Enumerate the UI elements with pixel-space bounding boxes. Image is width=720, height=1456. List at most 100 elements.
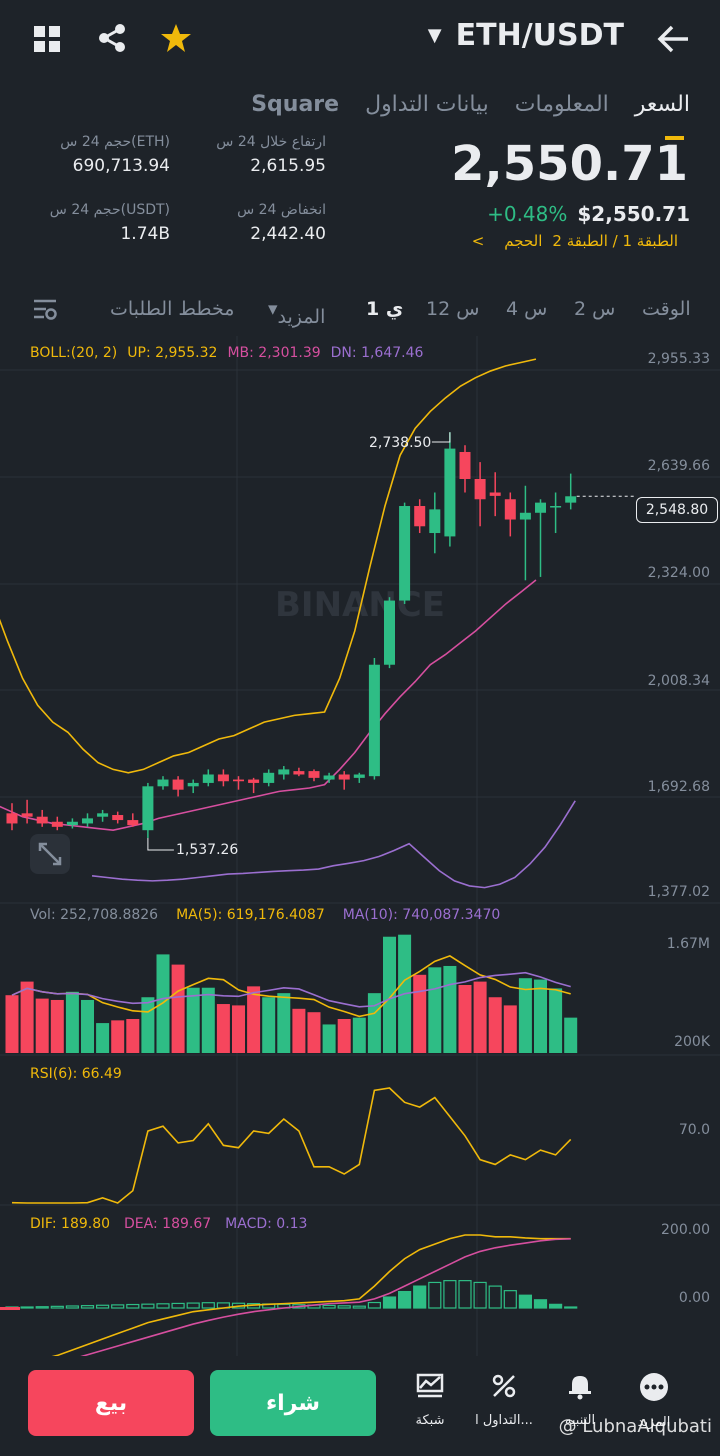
stat-vol-usdt-label: حجم 24 س(USDT) — [49, 202, 170, 218]
price-axis-1: 2,639.66 — [647, 458, 710, 474]
depth-chart-tab[interactable]: مخطط الطلبات — [110, 298, 235, 320]
stat-vol-eth-value: 690,713.94 — [72, 156, 170, 176]
candle-body-1 — [21, 813, 33, 817]
volume-bar-18 — [277, 993, 291, 1053]
boll-mb: MB: 2,301.39 — [227, 345, 321, 361]
candle-body-22 — [338, 774, 350, 780]
stat-high-label: ارتفاع خلال 24 س — [216, 134, 326, 150]
volume-bar-27 — [413, 974, 427, 1053]
volume-bar-37 — [564, 1017, 578, 1053]
tab-price[interactable]: السعر — [634, 92, 690, 140]
more-dropdown[interactable]: ▾ المزيد — [268, 298, 326, 328]
macd-bar-11 — [171, 1302, 185, 1309]
tab-info[interactable]: المعلومات — [514, 92, 609, 117]
back-arrow-icon[interactable] — [656, 24, 690, 54]
volume-bar-14 — [216, 1004, 230, 1053]
volume-bar-20 — [307, 1012, 321, 1053]
macd-bar-33 — [503, 1290, 517, 1309]
volume-ma5-line — [11, 955, 571, 1018]
chevron-left-icon: < — [471, 232, 485, 250]
candle-body-30 — [459, 451, 471, 479]
tab-square[interactable]: Square — [251, 92, 340, 117]
timeframe-4h[interactable]: 4 س — [506, 298, 548, 320]
candle-body-32 — [489, 492, 501, 496]
macd-bar-37 — [564, 1306, 578, 1309]
volume-ma5: MA(5): 619,176.4087 — [176, 907, 325, 923]
time-label[interactable]: الوقت — [642, 298, 691, 320]
stat-vol-usdt: حجم 24 س(USDT) 1.74B — [20, 202, 170, 244]
candle-body-6 — [97, 813, 109, 817]
candle-body-36 — [550, 506, 562, 508]
volume-bar-1 — [20, 981, 34, 1053]
pair-selector[interactable]: ▼ ETH/USDT — [428, 18, 624, 53]
volume-bar-35 — [534, 979, 547, 1053]
buy-button[interactable]: شراء — [210, 1370, 376, 1436]
candle-body-18 — [278, 769, 290, 775]
macd-bar-34 — [518, 1294, 533, 1309]
tab-trading-data[interactable]: بيانات التداول — [365, 92, 489, 117]
timeframe-bar: مخطط الطلبات ▾ المزيد 1 ي 12 س 4 س 2 س ا… — [0, 290, 720, 330]
tier-row[interactable]: الطبقة 1 / الطبقة 2 الحجم < — [472, 232, 678, 250]
nav-alert[interactable]: التنبيه — [550, 1372, 610, 1428]
candle-body-24 — [368, 664, 380, 777]
candle-body-3 — [51, 821, 63, 827]
candles — [6, 432, 636, 851]
macd-bar-24 — [367, 1301, 381, 1309]
candle-body-37 — [565, 496, 577, 503]
nav-more[interactable]: المزيد — [624, 1372, 684, 1430]
rsi-line — [11, 1087, 572, 1204]
macd-bar-35 — [533, 1299, 548, 1309]
volume-bar-4 — [65, 991, 79, 1053]
tab-bar: السعر المعلومات بيانات التداول Square — [251, 92, 690, 140]
macd-bar-7 — [111, 1304, 125, 1309]
price-axis-4: 1,692.68 — [647, 779, 710, 795]
pair-name: ETH/USDT — [455, 18, 624, 53]
volume-bar-5 — [81, 999, 94, 1053]
candle-body-20 — [308, 771, 320, 778]
candle-body-0 — [6, 813, 18, 824]
candle-body-8 — [127, 820, 139, 826]
grid-icon[interactable] — [32, 24, 62, 54]
price-axis-0: 2,955.33 — [647, 351, 710, 367]
nav-trade-label: التداول ا... — [475, 1413, 533, 1428]
timeframe-1d[interactable]: 1 ي — [366, 298, 404, 320]
macd-dea: DEA: 189.67 — [124, 1216, 212, 1232]
macd-bar-27 — [413, 1285, 427, 1309]
high-marker-line — [431, 432, 451, 443]
timeframe-12h[interactable]: 12 س — [426, 298, 480, 320]
macd-bar-21 — [322, 1304, 336, 1309]
star-icon[interactable] — [160, 22, 192, 54]
macd-dea-line — [80, 1237, 571, 1356]
price-axis-5: 1,377.02 — [647, 884, 710, 900]
volume-bar-17 — [262, 997, 276, 1053]
candlestick-chart[interactable]: BINANCE — [0, 336, 720, 1356]
chart-settings-icon[interactable] — [32, 296, 58, 327]
candle-body-33 — [504, 499, 516, 520]
stat-low: انخفاض 24 س 2,442.40 — [176, 202, 326, 244]
volume-bar-36 — [549, 988, 563, 1053]
share-icon[interactable] — [96, 22, 128, 54]
volume-ma-lines — [11, 955, 571, 1018]
candle-body-11 — [172, 779, 184, 790]
expand-icon[interactable] — [30, 834, 70, 874]
candle-body-16 — [248, 779, 260, 783]
candle-body-14 — [217, 774, 229, 782]
candle-body-25 — [384, 600, 395, 665]
sell-button[interactable]: بيع — [28, 1370, 194, 1436]
current-price-value: 2,548.80 — [645, 502, 709, 518]
volume-bar-2 — [35, 998, 49, 1053]
volume-bar-24 — [367, 993, 381, 1053]
low-marker-line — [147, 837, 174, 851]
boll-mb-line — [0, 579, 537, 832]
volume-bar-11 — [171, 964, 185, 1053]
nav-trade[interactable]: التداول ا... — [474, 1372, 534, 1428]
usd-value: $2,550.71 — [577, 202, 690, 226]
tier-text: الطبقة 1 / الطبقة 2 — [552, 232, 678, 250]
price-axis-2: 2,324.00 — [647, 565, 710, 581]
volume-bar-19 — [292, 1008, 306, 1053]
stat-low-value: 2,442.40 — [250, 224, 326, 244]
nav-grid-bot[interactable]: شبكة — [400, 1372, 460, 1428]
candle-body-5 — [82, 818, 93, 824]
candle-body-34 — [519, 512, 531, 520]
timeframe-2h[interactable]: 2 س — [574, 298, 616, 320]
